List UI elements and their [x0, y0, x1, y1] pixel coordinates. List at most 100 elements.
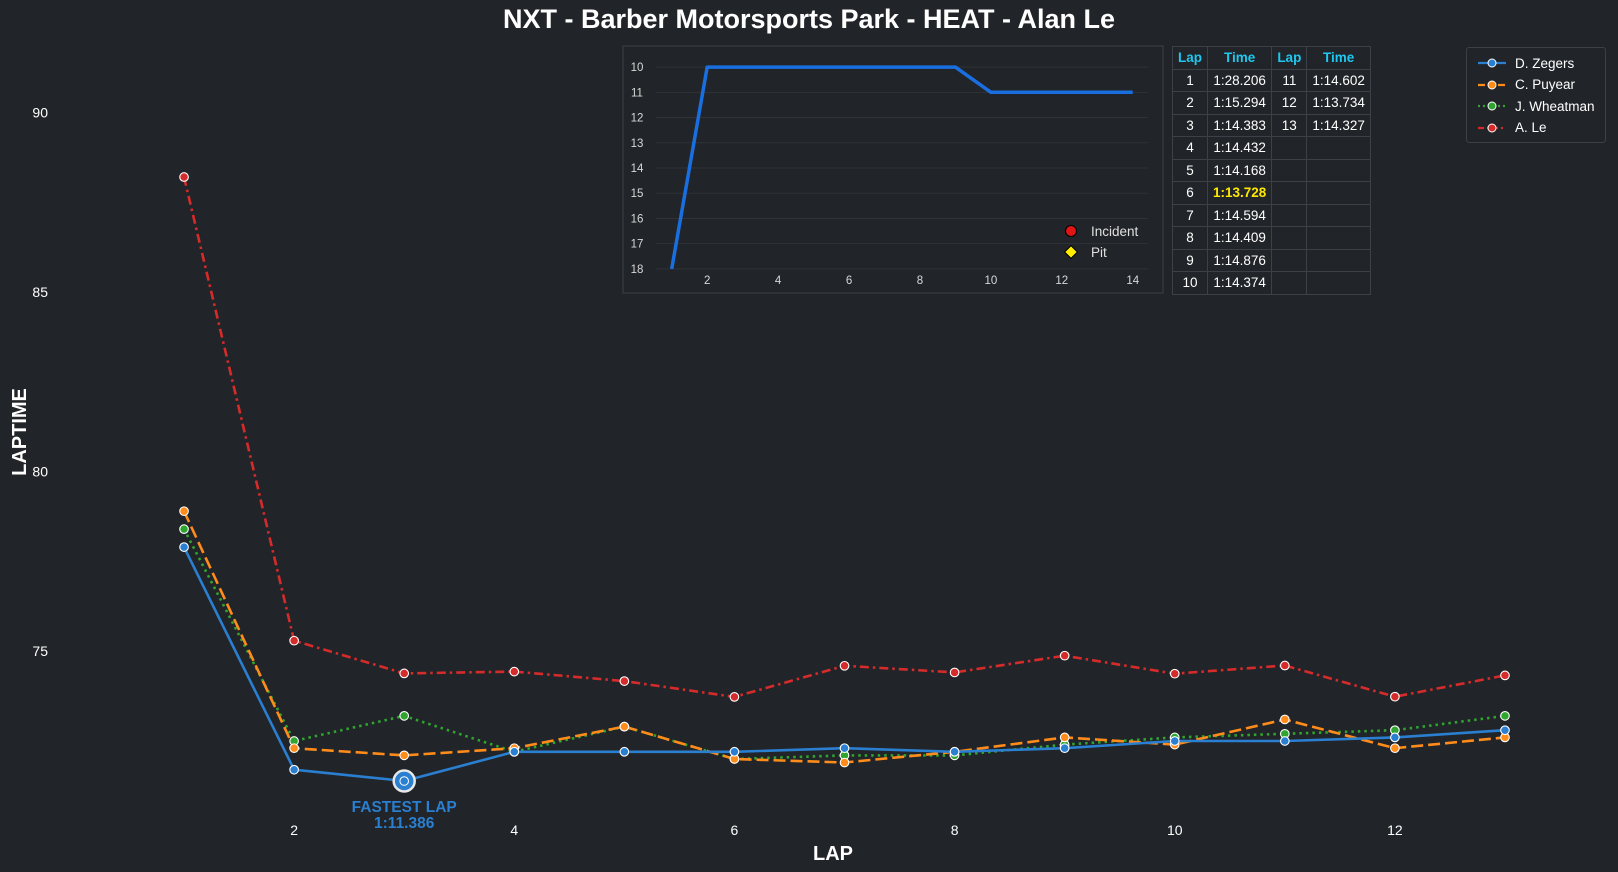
- lap-number-cell: [1271, 158, 1308, 182]
- data-point: [179, 506, 189, 517]
- position-tick-label: 17: [631, 239, 644, 251]
- data-point: [1279, 714, 1290, 725]
- lap-number-cell: 11: [1271, 68, 1308, 92]
- table-row: 5 1:14.168: [1171, 158, 1371, 182]
- lap-number-cell: 2: [1171, 91, 1209, 115]
- x-tick-label: 2: [290, 822, 298, 838]
- table-row: 8 1:14.409: [1171, 226, 1371, 250]
- lap-time-cell: 1:28.206: [1207, 68, 1273, 92]
- legend-label: J. Wheatman: [1515, 98, 1595, 114]
- incident-marker-icon: [1065, 225, 1077, 237]
- data-point: [1500, 725, 1510, 736]
- lap-number-cell: [1271, 248, 1308, 272]
- legend-label: A. Le: [1515, 120, 1547, 135]
- lap-number-cell: 12: [1271, 91, 1308, 115]
- legend-item: C. Puyear: [1477, 75, 1575, 95]
- data-point: [1500, 670, 1510, 681]
- x-tick-label: 12: [1387, 822, 1403, 838]
- legend-swatch-icon: [1478, 101, 1506, 111]
- data-point: [949, 746, 960, 757]
- series-legend: D. Zegers C. Puyear J. Wheatman A. Le: [1466, 47, 1606, 143]
- legend-swatch-icon: [1478, 58, 1506, 68]
- lap-number-cell: 4: [1171, 136, 1209, 160]
- table-header-lap: Lap: [1271, 46, 1308, 70]
- table-row: 4 1:14.432: [1171, 136, 1371, 160]
- data-point: [1390, 691, 1400, 702]
- data-point: [289, 764, 299, 775]
- lap-time-cell: [1306, 181, 1371, 205]
- lap-number-cell: 6: [1171, 181, 1209, 205]
- data-point: [1500, 711, 1510, 721]
- table-row: 2 1:15.294 12 1:13.734: [1171, 91, 1371, 115]
- lap-number-cell: [1271, 203, 1308, 227]
- lap-time-cell: 1:13.734: [1306, 91, 1371, 115]
- lap-number-cell: [1271, 271, 1308, 295]
- lap-number-cell: 8: [1171, 226, 1209, 250]
- lap-time-cell: 1:14.409: [1207, 226, 1273, 250]
- legend-swatch-icon: [1478, 123, 1506, 132]
- data-point: [399, 668, 410, 679]
- data-point: [1169, 736, 1180, 746]
- data-point: [509, 666, 520, 677]
- data-point: [289, 635, 299, 646]
- position-line: [669, 65, 1133, 270]
- lap-time-cell: 1:14.168: [1207, 158, 1273, 182]
- data-point: [179, 172, 189, 182]
- position-tick-label: 12: [631, 113, 644, 125]
- lap-time-cell: [1306, 248, 1371, 272]
- position-tick-label: 11: [631, 87, 643, 99]
- x-axis-label: LAP: [813, 843, 853, 865]
- data-point: [1390, 732, 1400, 743]
- table-row: 7 1:14.594: [1171, 203, 1371, 227]
- position-tick-label: 14: [631, 163, 644, 175]
- fastest-lap-point: [399, 776, 409, 786]
- y-tick-label: 75: [32, 643, 48, 659]
- position-tick-label: 15: [631, 188, 644, 200]
- lap-time-cell: [1306, 271, 1371, 295]
- x-tick-label: 10: [1167, 822, 1183, 838]
- pit-legend-label: Pit: [1091, 245, 1107, 260]
- lap-number-cell: 9: [1171, 248, 1209, 272]
- data-point: [839, 660, 850, 671]
- position-legend: Incident Pit: [1063, 224, 1139, 260]
- lap-tick-label: 8: [917, 275, 923, 287]
- lap-time-cell: 1:15.294: [1207, 91, 1273, 115]
- chart-title: NXT - Barber Motorsports Park - HEAT - A…: [502, 4, 1116, 34]
- lap-number-cell: [1271, 181, 1308, 205]
- lap-time-cell: [1306, 136, 1371, 160]
- data-point: [1059, 743, 1070, 754]
- lap-time-cell: 1:14.602: [1306, 68, 1371, 92]
- lap-time-cell: 1:14.374: [1207, 271, 1273, 295]
- lap-time-cell: 1:14.327: [1306, 113, 1371, 137]
- y-axis-label: LAPTIME: [9, 388, 31, 476]
- incident-legend-label: Incident: [1091, 224, 1139, 239]
- data-point: [399, 711, 410, 721]
- legend-item: J. Wheatman: [1477, 96, 1595, 116]
- data-point: [1279, 736, 1290, 746]
- table-row: 6 1:13.728: [1171, 181, 1371, 205]
- data-point: [729, 692, 740, 702]
- position-tick-label: 10: [631, 62, 644, 74]
- data-point: [509, 746, 520, 757]
- fastest-lap-value: 1:11.386: [374, 815, 435, 832]
- table-header-time: Time: [1207, 46, 1273, 70]
- x-tick-label: 8: [951, 822, 959, 838]
- data-point: [179, 542, 189, 552]
- lap-number-cell: 1: [1171, 68, 1209, 92]
- table-row: 1 1:28.206 11 1:14.602: [1171, 68, 1371, 92]
- position-tick-label: 13: [631, 138, 644, 150]
- table-row: 3 1:14.383 13 1:14.327: [1171, 113, 1371, 137]
- data-point: [1279, 660, 1290, 671]
- y-tick-label: 80: [32, 464, 48, 480]
- data-point: [179, 524, 189, 534]
- data-point: [619, 746, 630, 757]
- x-tick-label: 4: [510, 822, 518, 838]
- position-chart: 10 11 12 13 14 15 16 17 18 2 4 6 8 10 12 14 Incident P…: [622, 45, 1164, 294]
- series-line-c-puyear: [182, 510, 1506, 764]
- data-point: [1169, 668, 1180, 679]
- data-point: [839, 757, 850, 768]
- pit-marker-icon: [1063, 244, 1079, 260]
- lap-number-cell: [1271, 136, 1308, 160]
- y-tick-label: 90: [32, 105, 48, 121]
